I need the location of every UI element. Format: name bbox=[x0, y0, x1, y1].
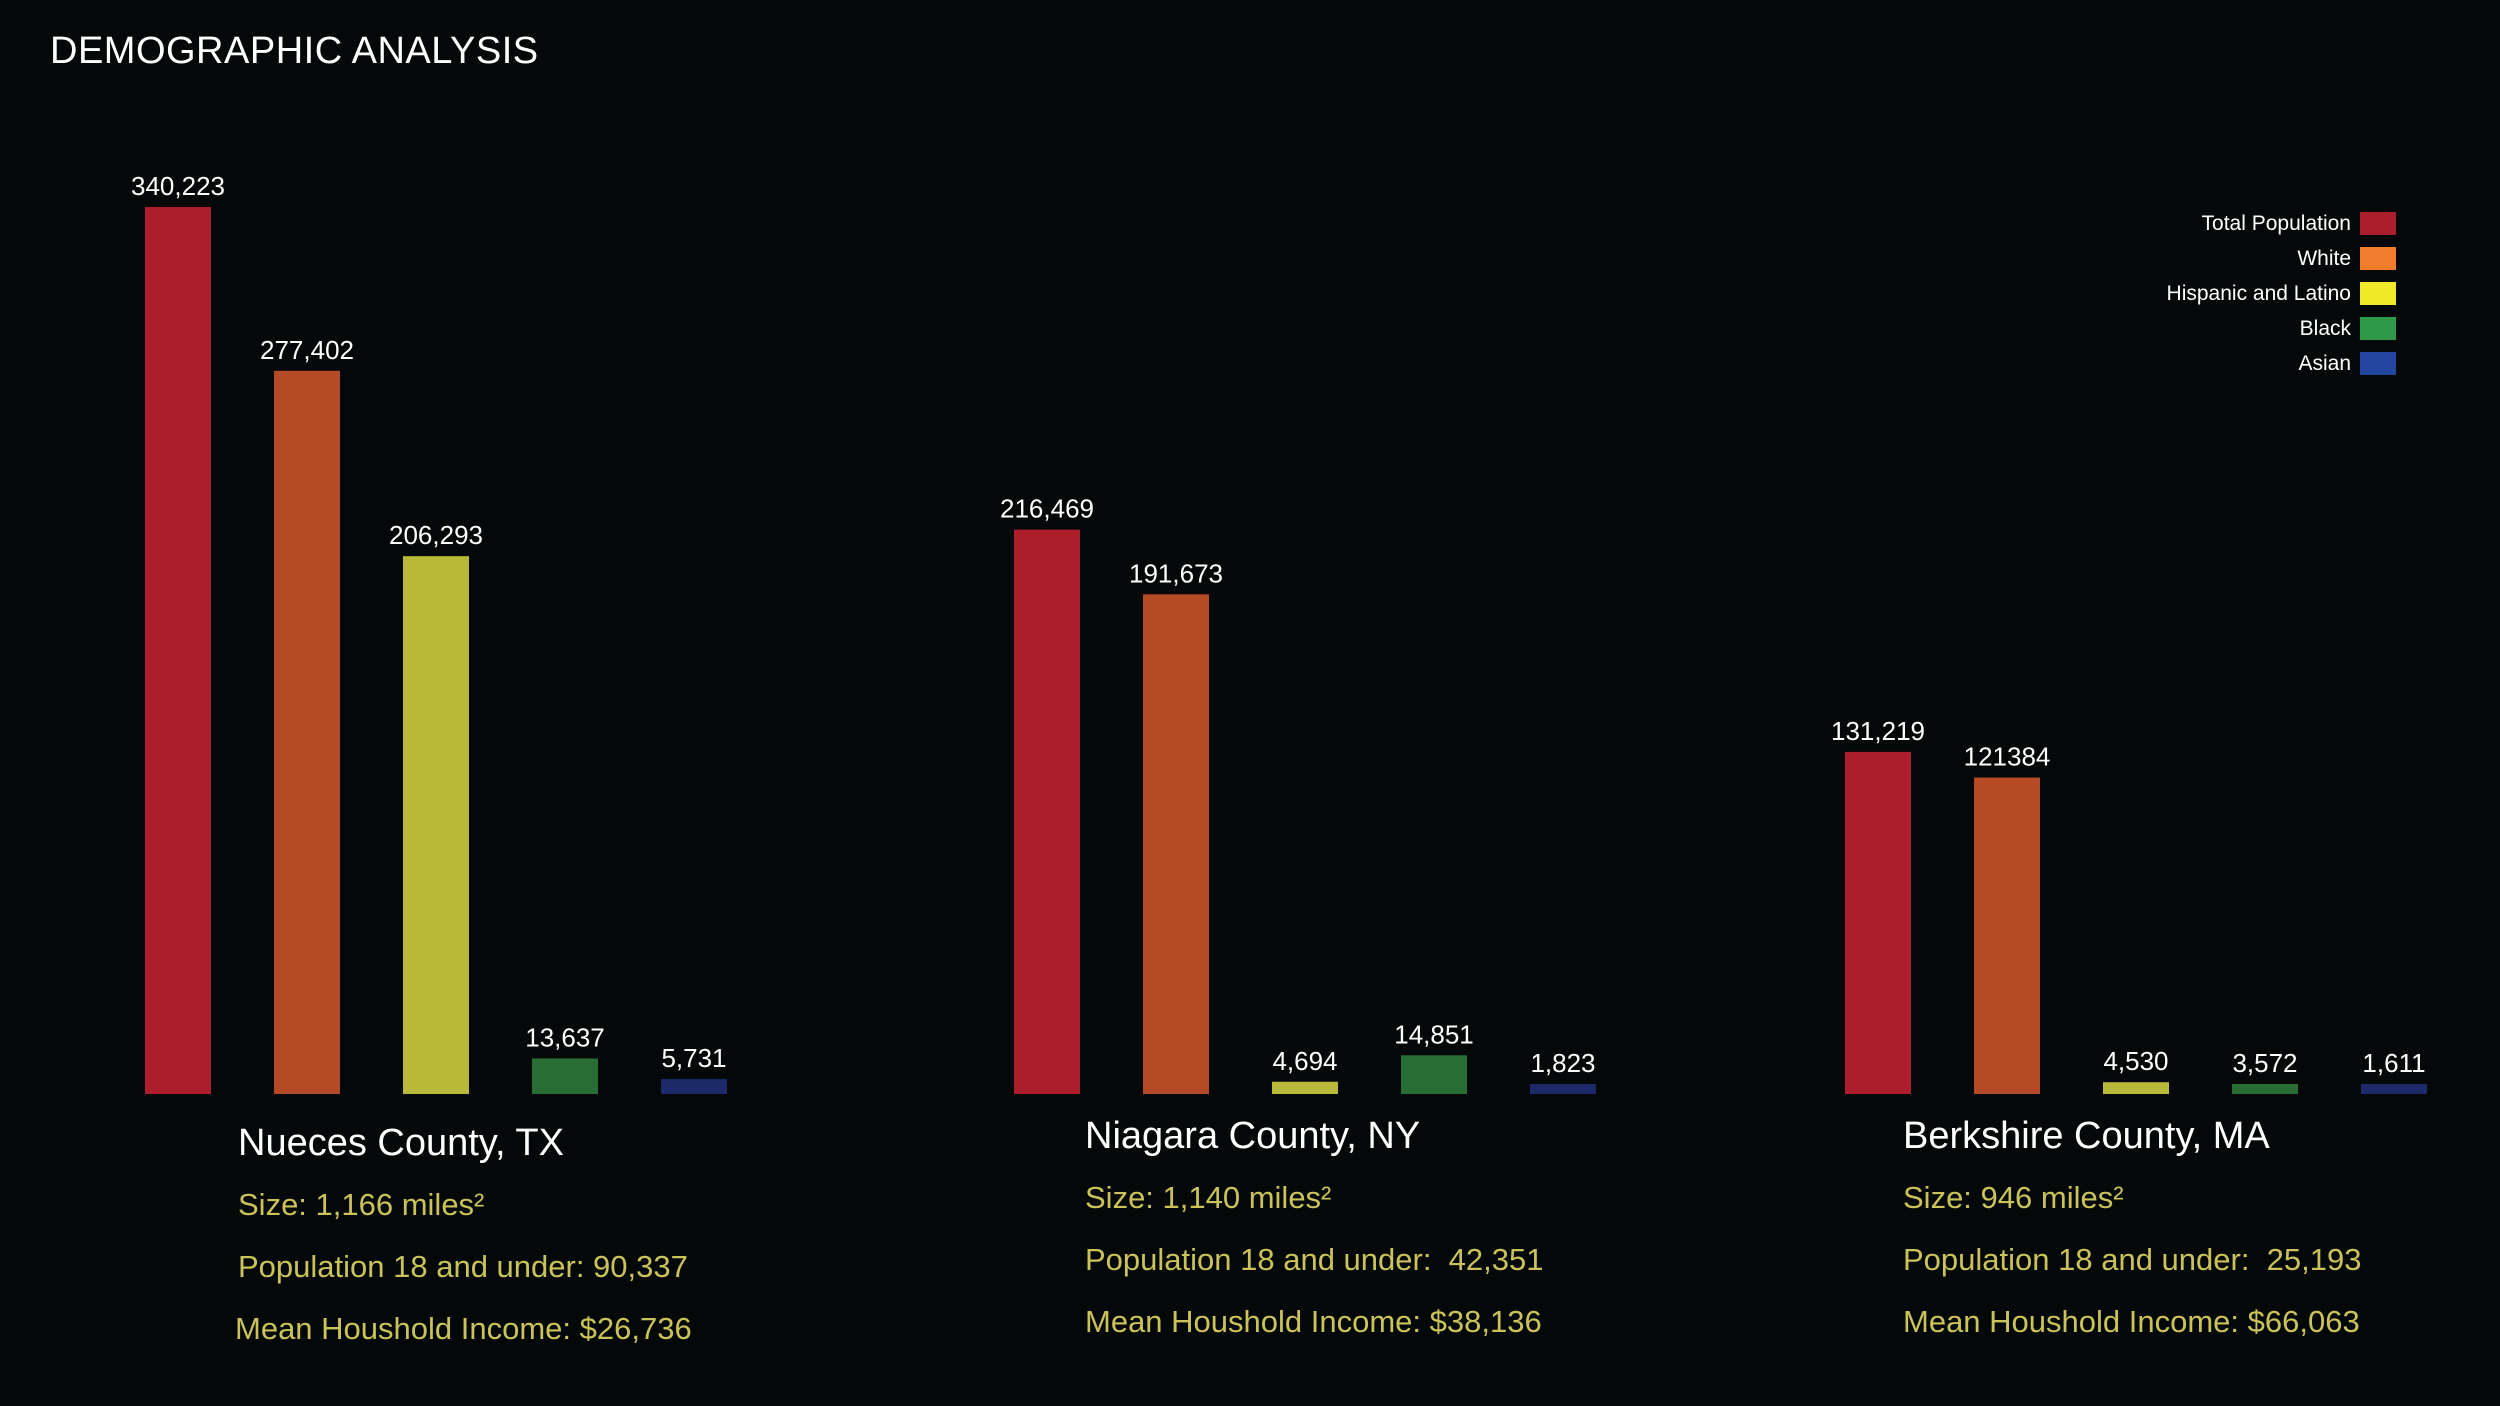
legend-item-white: White bbox=[2167, 241, 2396, 276]
chart-legend: Total Population White Hispanic and Lati… bbox=[2167, 206, 2396, 381]
bar-berkshire-hispanic-latino bbox=[2103, 1082, 2169, 1094]
bar-berkshire-white bbox=[1974, 777, 2040, 1094]
bar-niagara-black bbox=[1401, 1055, 1467, 1094]
bar-value-label: 191,673 bbox=[1129, 558, 1223, 588]
county-size: Size: 946 miles² bbox=[1903, 1180, 2124, 1215]
bar-value-label: 131,219 bbox=[1831, 716, 1925, 746]
county-info-nueces: Nueces County, TX Size: 1,166 miles² Pop… bbox=[235, 1122, 938, 1373]
legend-label: Asian bbox=[2298, 351, 2351, 375]
county-mean-income: Mean Houshold Income: $38,136 bbox=[1085, 1304, 1542, 1339]
bar-value-label: 4,694 bbox=[1272, 1046, 1337, 1076]
bar-value-label: 3,572 bbox=[2232, 1048, 2297, 1078]
bar-value-label: 1,611 bbox=[2362, 1048, 2425, 1078]
bar-value-label: 14,851 bbox=[1394, 1019, 1474, 1049]
legend-label: White bbox=[2297, 246, 2351, 270]
legend-label: Black bbox=[2299, 316, 2351, 340]
county-name: Niagara County, NY bbox=[1085, 1115, 1421, 1157]
legend-item-hispanic-latino: Hispanic and Latino bbox=[2167, 276, 2396, 311]
bar-value-label: 1,823 bbox=[1530, 1048, 1595, 1078]
county-mean-income: Mean Houshold Income: $26,736 bbox=[235, 1311, 692, 1346]
legend-swatch bbox=[2360, 247, 2396, 270]
county-mean-income: Mean Houshold Income: $66,063 bbox=[1903, 1304, 2360, 1339]
bar-nueces-white bbox=[274, 370, 340, 1094]
bar-value-label: 340,223 bbox=[131, 171, 225, 201]
legend-label: Total Population bbox=[2201, 211, 2351, 235]
county-population-18-under: Population 18 and under: 25,193 bbox=[1903, 1242, 2362, 1277]
county-info-niagara: Niagara County, NY Size: 1,140 miles² Po… bbox=[1085, 1115, 1785, 1366]
county-population-18-under: Population 18 and under: 42,351 bbox=[1085, 1242, 1544, 1277]
legend-swatch bbox=[2360, 212, 2396, 235]
bar-niagara-total-population bbox=[1014, 529, 1080, 1094]
bar-value-label: 216,469 bbox=[1000, 494, 1094, 524]
bar-niagara-hispanic-latino bbox=[1272, 1081, 1338, 1094]
bar-berkshire-total-population bbox=[1845, 751, 1911, 1094]
county-size: Size: 1,166 miles² bbox=[238, 1187, 485, 1222]
legend-item-black: Black bbox=[2167, 311, 2396, 346]
bar-berkshire-asian bbox=[2361, 1084, 2427, 1094]
bar-value-label: 5,731 bbox=[661, 1043, 726, 1073]
bar-nueces-hispanic-latino bbox=[403, 556, 469, 1094]
bar-value-label: 277,402 bbox=[260, 335, 354, 365]
bar-value-label: 206,293 bbox=[389, 520, 483, 550]
bar-nueces-asian bbox=[661, 1079, 727, 1094]
bar-value-label: 13,637 bbox=[525, 1022, 605, 1052]
bar-nueces-black bbox=[532, 1058, 598, 1094]
bar-nueces-total-population bbox=[145, 207, 211, 1094]
county-population-18-under: Population 18 and under: 90,337 bbox=[238, 1249, 688, 1284]
county-name: Nueces County, TX bbox=[238, 1122, 564, 1164]
legend-item-asian: Asian bbox=[2167, 346, 2396, 381]
bar-value-label: 4,530 bbox=[2103, 1046, 2168, 1076]
page-title: DEMOGRAPHIC ANALYSIS bbox=[50, 30, 539, 72]
legend-swatch bbox=[2360, 282, 2396, 305]
county-info-berkshire: Berkshire County, MA Size: 946 miles² Po… bbox=[1903, 1115, 2500, 1366]
bar-niagara-white bbox=[1143, 594, 1209, 1094]
bar-value-label: 121384 bbox=[1964, 742, 2051, 772]
legend-item-total-population: Total Population bbox=[2167, 206, 2396, 241]
legend-swatch bbox=[2360, 317, 2396, 340]
bar-niagara-asian bbox=[1530, 1084, 1596, 1094]
legend-label: Hispanic and Latino bbox=[2166, 281, 2351, 305]
county-size: Size: 1,140 miles² bbox=[1085, 1180, 1332, 1215]
bar-berkshire-black bbox=[2232, 1084, 2298, 1094]
legend-swatch bbox=[2360, 352, 2396, 375]
county-name: Berkshire County, MA bbox=[1903, 1115, 2270, 1157]
